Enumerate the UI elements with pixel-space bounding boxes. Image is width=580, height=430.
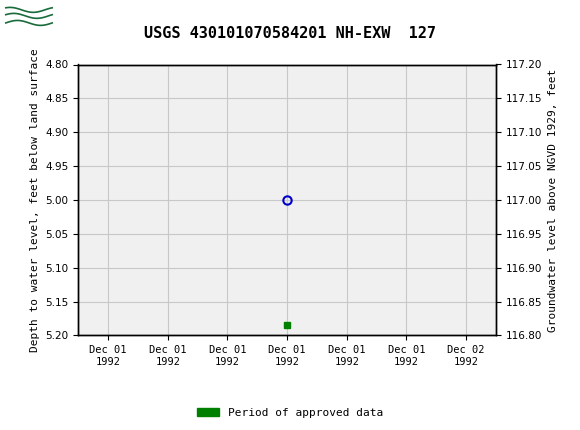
- FancyBboxPatch shape: [5, 3, 54, 32]
- Text: USGS: USGS: [61, 8, 125, 28]
- Y-axis label: Depth to water level, feet below land surface: Depth to water level, feet below land su…: [30, 48, 40, 352]
- Y-axis label: Groundwater level above NGVD 1929, feet: Groundwater level above NGVD 1929, feet: [548, 68, 558, 332]
- Text: USGS 430101070584201 NH-EXW  127: USGS 430101070584201 NH-EXW 127: [144, 26, 436, 41]
- Legend: Period of approved data: Period of approved data: [193, 403, 387, 422]
